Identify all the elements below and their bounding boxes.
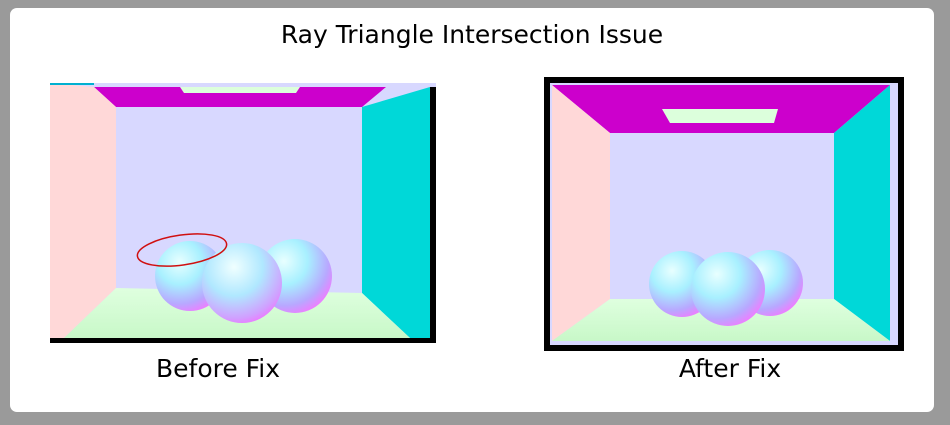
ceiling-light [180, 87, 300, 93]
ceiling-light [662, 109, 778, 123]
left-wall [552, 85, 610, 341]
left-wall [50, 83, 116, 338]
render-border-bottom [50, 338, 436, 343]
after-fix-render [544, 77, 904, 351]
sphere-front [202, 243, 282, 323]
ceiling [94, 87, 386, 107]
before-fix-caption: Before Fix [156, 354, 280, 383]
render-border-right [430, 87, 436, 343]
right-wall [362, 87, 430, 338]
render-border-top-left [50, 83, 94, 85]
annotation-circle [136, 233, 228, 267]
figure-frame: Ray Triangle Intersection Issue [10, 8, 934, 412]
sphere-front [691, 252, 765, 326]
before-fix-render [50, 83, 436, 343]
figure-title: Ray Triangle Intersection Issue [280, 20, 664, 49]
right-wall [834, 85, 890, 341]
after-fix-caption: After Fix [678, 354, 782, 383]
